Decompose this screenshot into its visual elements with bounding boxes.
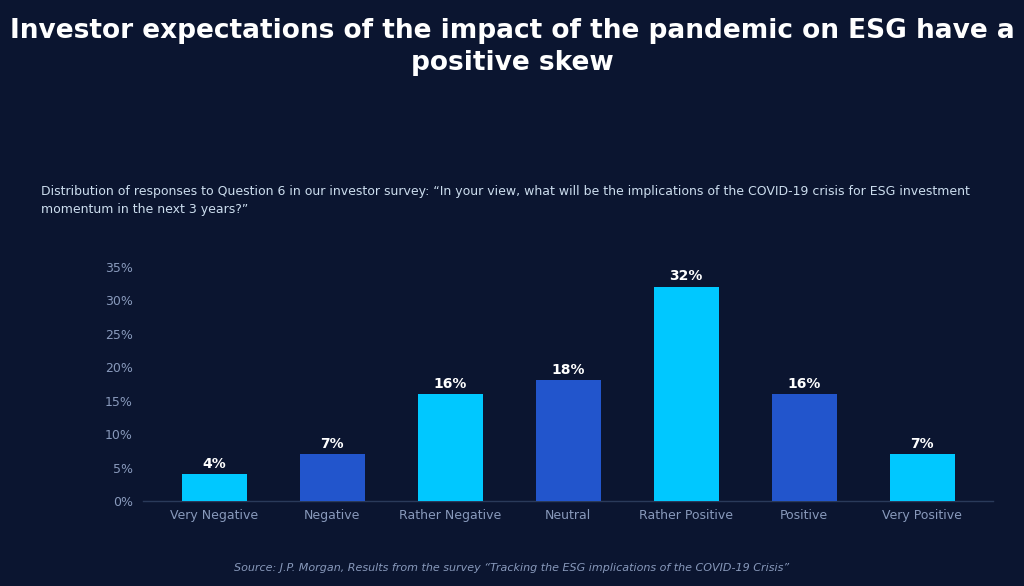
Text: 7%: 7% bbox=[910, 437, 934, 451]
Bar bbox=[182, 474, 247, 501]
Text: 16%: 16% bbox=[787, 377, 821, 390]
Text: 18%: 18% bbox=[552, 363, 585, 377]
Bar bbox=[654, 287, 719, 501]
Text: Source: J.P. Morgan, Results from the survey “Tracking the ESG implications of t: Source: J.P. Morgan, Results from the su… bbox=[234, 563, 790, 573]
Text: 16%: 16% bbox=[434, 377, 467, 390]
Text: 4%: 4% bbox=[203, 457, 226, 471]
Bar bbox=[300, 454, 365, 501]
Bar bbox=[772, 394, 837, 501]
Text: 7%: 7% bbox=[321, 437, 344, 451]
Text: Distribution of responses to Question 6 in our investor survey: “In your view, w: Distribution of responses to Question 6 … bbox=[41, 185, 970, 216]
Text: Investor expectations of the impact of the pandemic on ESG have a
positive skew: Investor expectations of the impact of t… bbox=[9, 18, 1015, 76]
Bar bbox=[418, 394, 482, 501]
Text: 32%: 32% bbox=[670, 270, 702, 284]
Bar bbox=[536, 380, 601, 501]
Bar bbox=[890, 454, 954, 501]
